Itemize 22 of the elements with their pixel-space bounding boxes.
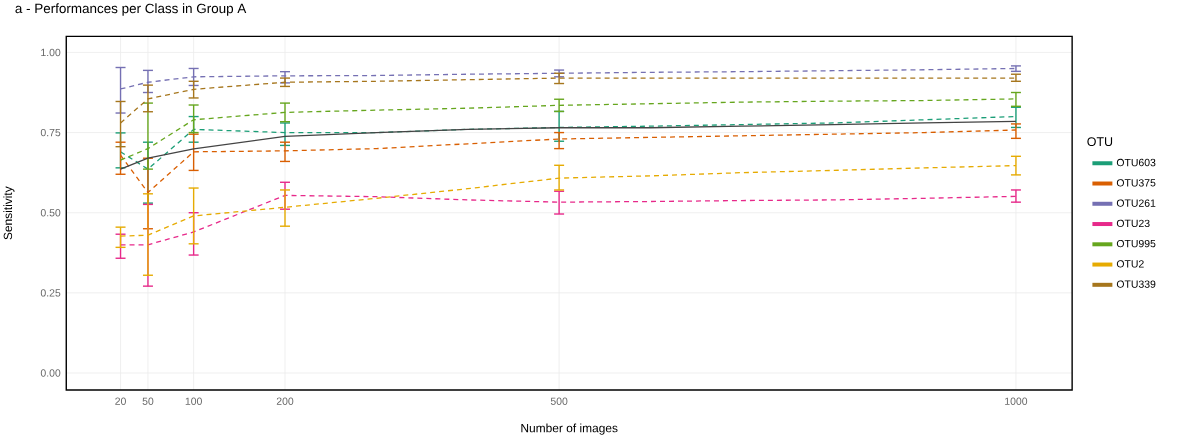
x-axis-title: Number of images: [521, 423, 618, 435]
x-tick-label: 500: [550, 397, 568, 405]
legend-label: OTU603: [1116, 158, 1156, 167]
x-tick-label: 100: [185, 397, 202, 405]
y-tick-label: 0.50: [40, 209, 61, 217]
legend-label: OTU995: [1116, 239, 1156, 248]
y-axis-title: Sensitivity: [3, 186, 15, 240]
y-tick-label: 0.25: [40, 289, 61, 297]
y-tick-label: 0.00: [40, 369, 61, 377]
x-tick-label: 50: [142, 397, 154, 405]
y-tick-label: 1.00: [41, 48, 61, 57]
legend-label: OTU23: [1116, 219, 1150, 228]
x-tick-label: 1000: [1005, 397, 1028, 405]
legend-title: OTU: [1087, 137, 1113, 146]
chart-title: a - Performances per Class in Group A: [15, 3, 247, 16]
legend-label: OTU2: [1116, 260, 1144, 268]
x-tick-label: 20: [115, 397, 126, 405]
legend-label: OTU339: [1116, 280, 1156, 288]
x-tick-label: 200: [276, 397, 294, 405]
y-tick-label: 0.75: [40, 128, 61, 137]
legend-label: OTU261: [1116, 199, 1156, 207]
legend-label: OTU375: [1116, 179, 1156, 187]
